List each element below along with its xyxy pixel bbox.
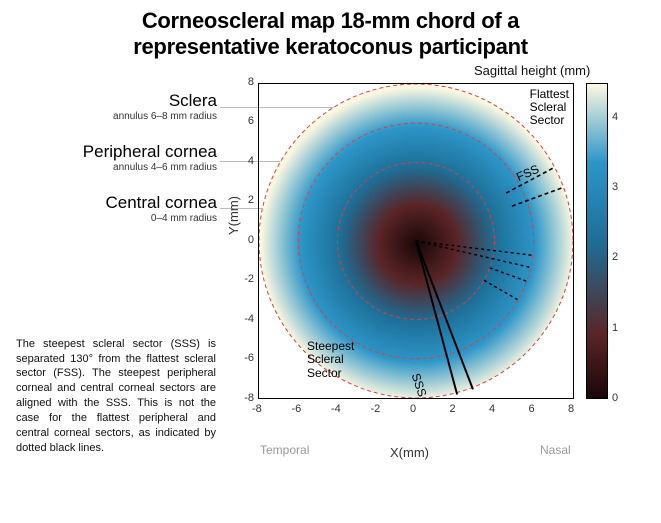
label-central: Central cornea 0–4 mm radius [12, 193, 217, 224]
y-axis-label: Y(mm) [226, 196, 241, 235]
inplot-sss-full: SteepestScleralSector [307, 340, 354, 380]
inplot-fss-full: FlattestScleralSector [530, 88, 569, 128]
title-line-2: representative keratoconus participant [133, 34, 528, 59]
colorbar [586, 83, 608, 399]
region-labels: Sclera annulus 6–8 mm radius Peripheral … [12, 75, 217, 244]
x-tick: -2 [371, 403, 381, 415]
x-tick: 6 [529, 403, 535, 415]
x-tick: -8 [252, 403, 262, 415]
title-line-1: Corneoscleral map 18-mm chord of a [142, 8, 519, 33]
x-tick: 8 [568, 403, 574, 415]
label-peripheral: Peripheral cornea annulus 4–6 mm radius [12, 142, 217, 173]
label-peripheral-name: Peripheral cornea [12, 142, 217, 162]
label-peripheral-sub: annulus 4–6 mm radius [12, 162, 217, 173]
y-tick: -8 [240, 392, 254, 404]
y-tick: -6 [240, 352, 254, 364]
x-tick: 0 [410, 403, 416, 415]
x-axis-label: X(mm) [390, 445, 429, 460]
colorbar-tick: 3 [612, 181, 618, 193]
x-tick: -6 [292, 403, 302, 415]
label-sclera-name: Sclera [12, 91, 217, 111]
y-tick: -4 [240, 313, 254, 325]
label-sclera: Sclera annulus 6–8 mm radius [12, 91, 217, 122]
label-central-name: Central cornea [12, 193, 217, 213]
y-tick: -2 [240, 273, 254, 285]
topography-plot: FlattestScleralSector SteepestScleralSec… [258, 83, 574, 399]
x-tick: -4 [331, 403, 341, 415]
colorbar-tick: 0 [612, 392, 618, 404]
content-area: Sclera annulus 6–8 mm radius Peripheral … [0, 65, 661, 505]
label-temporal: Temporal [260, 443, 309, 457]
colorbar-title: Sagittal height (mm) [474, 63, 590, 78]
y-tick: 8 [240, 76, 254, 88]
description-text: The steepest scleral sector (SSS) is sep… [16, 337, 216, 456]
label-central-sub: 0–4 mm radius [12, 213, 217, 224]
label-nasal: Nasal [540, 443, 571, 457]
colorbar-tick: 4 [612, 111, 618, 123]
y-tick: 2 [240, 194, 254, 206]
y-tick: 6 [240, 115, 254, 127]
page-title: Corneoscleral map 18-mm chord of a repre… [0, 0, 661, 65]
y-tick: 0 [240, 234, 254, 246]
x-tick: 2 [450, 403, 456, 415]
x-tick: 4 [489, 403, 495, 415]
label-sclera-sub: annulus 6–8 mm radius [12, 111, 217, 122]
colorbar-tick: 1 [612, 322, 618, 334]
colorbar-tick: 2 [612, 251, 618, 263]
y-tick: 4 [240, 155, 254, 167]
